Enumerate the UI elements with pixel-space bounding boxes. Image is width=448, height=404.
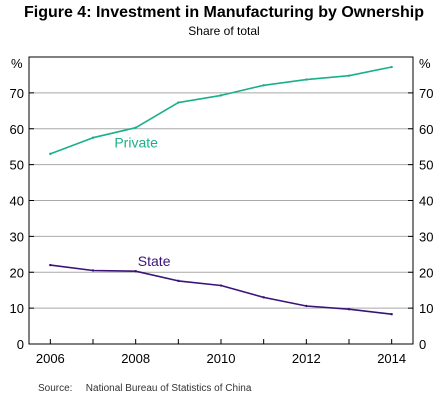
data-point-private bbox=[134, 126, 137, 129]
data-point-private bbox=[390, 65, 393, 69]
series-label-private: Private bbox=[114, 134, 158, 150]
data-point-state bbox=[219, 284, 223, 287]
data-point-state bbox=[49, 263, 52, 267]
source-label: Source: bbox=[38, 383, 73, 394]
x-tick-label: 2014 bbox=[377, 351, 406, 366]
x-tick-label: 2008 bbox=[121, 351, 150, 366]
source-note: Source: National Bureau of Statistics of… bbox=[38, 383, 251, 394]
y-unit-label-right: % bbox=[419, 56, 431, 71]
y-tick-label-left: 50 bbox=[10, 158, 24, 173]
y-tick-label-left: 70 bbox=[10, 86, 24, 101]
y-tick-label-right: 20 bbox=[419, 265, 433, 280]
data-point-private bbox=[49, 152, 52, 156]
y-tick-label-right: 40 bbox=[419, 194, 433, 209]
x-tick-label: 2010 bbox=[207, 351, 236, 366]
data-point-state bbox=[390, 313, 393, 316]
chart-subtitle: Share of total bbox=[188, 24, 260, 38]
y-tick-label-right: 60 bbox=[419, 122, 433, 137]
y-tick-label-right: 50 bbox=[419, 158, 433, 173]
y-tick-label-right: 0 bbox=[419, 337, 426, 352]
y-tick-label-right: 10 bbox=[419, 301, 433, 316]
y-tick-label-right: 30 bbox=[419, 229, 433, 244]
x-tick-label: 2012 bbox=[292, 351, 321, 366]
data-point-state bbox=[177, 279, 180, 283]
data-point-private bbox=[262, 84, 265, 87]
chart-title: Figure 4: Investment in Manufacturing by… bbox=[23, 4, 425, 21]
y-tick-label-right: 70 bbox=[419, 86, 433, 101]
y-tick-label-left: 30 bbox=[10, 229, 24, 244]
data-point-private bbox=[347, 74, 351, 77]
data-point-state bbox=[262, 296, 265, 299]
data-point-state bbox=[91, 269, 95, 272]
series-label-state: State bbox=[138, 253, 171, 269]
series-line-private bbox=[50, 66, 392, 155]
y-tick-label-left: 10 bbox=[10, 301, 24, 316]
data-point-state bbox=[347, 308, 351, 311]
y-tick-label-left: 60 bbox=[10, 122, 24, 137]
y-unit-label-left: % bbox=[11, 56, 23, 71]
y-tick-label-left: 0 bbox=[17, 337, 24, 352]
axis-ticks: 0 0 10 10 20 20 30 30 40 40 50 50 60 60 70 70 2006 2008 20… bbox=[10, 86, 434, 366]
data-point-private bbox=[219, 94, 223, 97]
data-point-state bbox=[305, 304, 308, 308]
gridlines bbox=[29, 92, 413, 309]
y-tick-label-left: 40 bbox=[10, 194, 24, 209]
data-point-private bbox=[305, 78, 308, 81]
x-tick-label: 2006 bbox=[36, 351, 65, 366]
source-text: National Bureau of Statistics of China bbox=[85, 383, 252, 394]
data-point-state bbox=[134, 269, 137, 273]
series-lines bbox=[49, 65, 393, 316]
data-point-private bbox=[177, 101, 180, 104]
data-point-private bbox=[91, 136, 95, 139]
y-tick-label-left: 20 bbox=[10, 265, 24, 280]
